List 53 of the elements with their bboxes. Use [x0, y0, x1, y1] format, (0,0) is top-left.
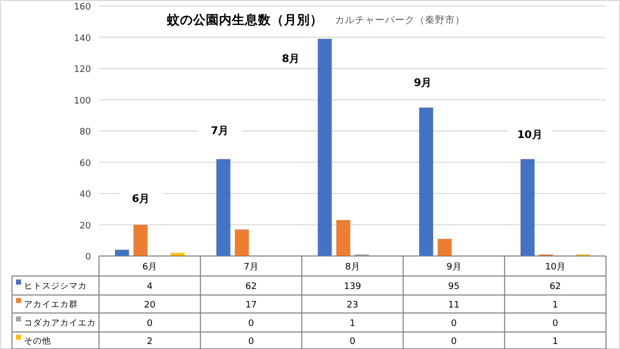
data-label: 62	[550, 282, 562, 292]
bar	[336, 220, 350, 256]
data-label: 23	[346, 300, 358, 310]
data-label: 2	[146, 337, 153, 347]
data-label: 1	[552, 337, 558, 347]
x-tick-label: 8月	[345, 262, 360, 272]
data-label: 0	[248, 337, 254, 347]
x-tick-label: 10月	[545, 262, 566, 272]
bar	[133, 224, 148, 256]
annotation: 10月	[517, 129, 543, 141]
y-tick-label: 120	[74, 65, 92, 75]
y-tick-label: 0	[85, 252, 92, 262]
annotation: 6月	[132, 193, 150, 205]
legend-label: アカイエカ群	[24, 299, 78, 310]
legend-label: その他	[24, 336, 51, 346]
legend-label: ヒトスジシマカ	[24, 282, 87, 292]
data-label: 11	[448, 300, 460, 310]
data-label: 17	[245, 300, 257, 310]
data-label: 62	[245, 282, 257, 292]
data-label: 4	[146, 282, 153, 292]
data-label: 0	[451, 337, 458, 347]
x-tick-label: 6月	[142, 262, 158, 272]
bar	[438, 238, 452, 256]
bar	[234, 229, 249, 256]
data-label: 0	[552, 319, 558, 329]
text: 蚊の公園内生息数（月別）	[166, 12, 323, 27]
x-tick-label: 9月	[446, 262, 462, 272]
y-tick-label: 140	[74, 34, 92, 44]
data-label: 20	[144, 300, 156, 310]
y-tick-label: 40	[80, 190, 92, 200]
y-tick-label: 20	[80, 221, 92, 232]
y-tick-label: 100	[74, 96, 92, 106]
bar	[318, 38, 332, 256]
x-tick-label: 7月	[244, 262, 258, 272]
annotation: 8月	[282, 53, 300, 65]
y-tick-label: 160	[74, 2, 92, 12]
data-label: 0	[248, 319, 254, 329]
data-label: 0	[350, 337, 356, 347]
data-label: 0	[451, 319, 458, 329]
data-label: 0	[146, 319, 153, 329]
annotation: 7月	[210, 125, 230, 137]
legend-label: コダカアカイエカ	[24, 318, 96, 328]
data-label: 95	[448, 282, 460, 292]
y-tick-label: 60	[80, 158, 92, 169]
data-label: 1	[350, 319, 356, 329]
bar	[216, 159, 230, 256]
data-label: 1	[552, 300, 558, 310]
y-tick-label: 80	[80, 128, 92, 138]
bar	[419, 108, 434, 256]
annotation: 9月	[414, 77, 432, 89]
data-label: 139	[344, 282, 362, 292]
text: カルチャーパーク（秦野市）	[335, 14, 465, 26]
bar	[520, 159, 535, 256]
